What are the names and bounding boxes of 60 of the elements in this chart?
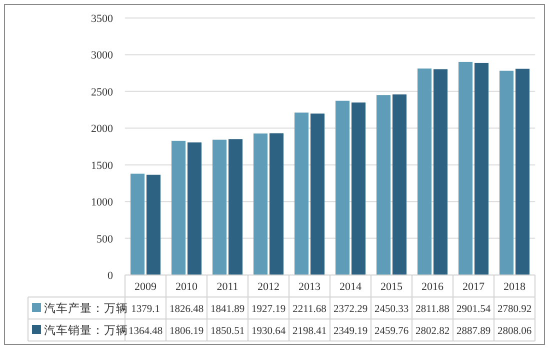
y-tick-label: 3500 (91, 13, 114, 25)
data-label: 2780.92 (497, 304, 532, 315)
data-label: 1841.89 (210, 304, 245, 315)
legend-label: 汽车产量：万辆 (44, 301, 128, 315)
y-tick-label: 1000 (91, 196, 114, 209)
bar (336, 100, 350, 275)
x-tick-label: 2012 (258, 281, 280, 293)
bar (294, 112, 308, 275)
data-label: 2808.06 (497, 326, 532, 337)
x-tick-label: 2009 (134, 281, 157, 293)
data-label: 1806.19 (169, 326, 204, 337)
y-tick-label: 500 (96, 233, 114, 246)
bar (270, 133, 284, 275)
legend-label: 汽车销量：万辆 (44, 323, 128, 337)
x-tick-label: 2015 (380, 281, 403, 293)
bar (146, 174, 160, 275)
data-label: 2349.19 (333, 326, 368, 337)
data-label: 2887.89 (456, 326, 491, 337)
bar (474, 62, 488, 275)
data-label: 2901.54 (456, 304, 492, 315)
x-tick-label: 2018 (504, 281, 526, 293)
bar (352, 102, 366, 275)
data-label: 1927.19 (251, 304, 286, 315)
data-label: 2459.76 (374, 326, 409, 337)
bar (212, 140, 226, 275)
bar (188, 142, 202, 275)
y-tick-label: 2500 (91, 86, 114, 98)
bar (500, 70, 514, 275)
bar (130, 174, 144, 275)
data-label: 2450.33 (374, 304, 409, 315)
data-label: 2211.68 (292, 304, 326, 315)
bar (376, 95, 390, 275)
data-label: 2802.82 (415, 326, 450, 337)
y-tick-label: 0 (108, 270, 114, 282)
bar (434, 69, 448, 275)
bar (392, 94, 406, 275)
y-tick-label: 2000 (91, 123, 114, 136)
bar (254, 133, 268, 275)
bar (516, 68, 530, 275)
data-label: 2811.88 (416, 304, 450, 315)
y-tick-label: 1500 (91, 160, 114, 172)
data-label: 1850.51 (210, 326, 245, 337)
x-tick-label: 2010 (176, 281, 198, 293)
data-label: 2198.41 (292, 326, 327, 337)
x-tick-label: 2011 (216, 281, 238, 293)
y-tick-label: 3000 (91, 50, 114, 62)
data-label: 2372.29 (333, 304, 368, 315)
x-tick-label: 2016 (422, 281, 444, 293)
x-tick-label: 2013 (298, 281, 321, 293)
bar (418, 68, 432, 275)
bar (228, 139, 242, 275)
data-label: 1364.48 (128, 326, 163, 337)
data-label: 1379.1 (131, 304, 160, 315)
data-label: 1826.48 (169, 304, 204, 315)
x-tick-label: 2017 (462, 281, 485, 293)
x-tick-label: 2014 (340, 281, 362, 293)
bar (172, 140, 186, 275)
bar (458, 62, 472, 275)
bar (310, 114, 324, 275)
data-label: 1930.64 (251, 326, 286, 337)
